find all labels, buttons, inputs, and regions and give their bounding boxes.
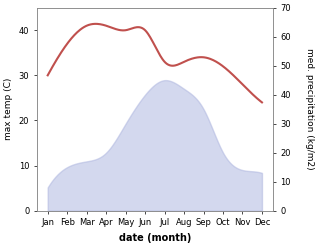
Y-axis label: med. precipitation (kg/m2): med. precipitation (kg/m2) [305,48,314,170]
Y-axis label: max temp (C): max temp (C) [4,78,13,140]
X-axis label: date (month): date (month) [119,233,191,243]
